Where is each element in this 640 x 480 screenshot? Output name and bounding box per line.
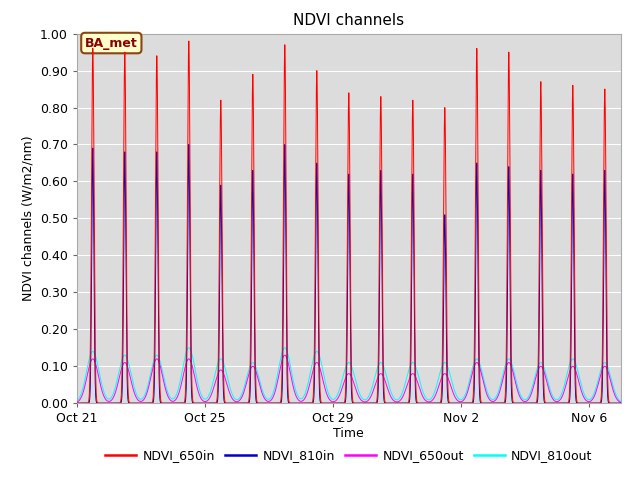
- NDVI_810out: [197, 391, 205, 396]
- NDVI_650in: [424, 400, 432, 406]
- NDVI_810in: [73, 400, 81, 406]
- NDVI_650out: [197, 395, 205, 401]
- NDVI_810in: [185, 142, 193, 147]
- NDVI_810out: [617, 399, 625, 405]
- NDVI_810out: [73, 398, 81, 404]
- NDVI_810in: [197, 400, 205, 406]
- NDVI_810in: [127, 400, 134, 406]
- Y-axis label: NDVI channels (W/m2/nm): NDVI channels (W/m2/nm): [21, 135, 34, 301]
- NDVI_810in: [617, 400, 625, 406]
- NDVI_650in: [617, 400, 625, 406]
- NDVI_650in: [185, 38, 193, 44]
- NDVI_650in: [73, 400, 81, 406]
- NDVI_650out: [281, 352, 289, 358]
- NDVI_810in: [520, 400, 527, 406]
- Legend: NDVI_650in, NDVI_810in, NDVI_650out, NDVI_810out: NDVI_650in, NDVI_810in, NDVI_650out, NDV…: [100, 444, 598, 467]
- NDVI_650out: [528, 389, 536, 395]
- NDVI_810out: [424, 397, 432, 403]
- NDVI_810out: [528, 385, 536, 391]
- NDVI_810out: [152, 353, 160, 359]
- NDVI_810in: [152, 212, 160, 217]
- NDVI_650out: [617, 399, 625, 405]
- NDVI_810in: [528, 400, 536, 406]
- NDVI_810out: [185, 345, 193, 350]
- Title: NDVI channels: NDVI channels: [293, 13, 404, 28]
- NDVI_650out: [152, 357, 160, 362]
- NDVI_650in: [520, 400, 527, 406]
- Line: NDVI_650out: NDVI_650out: [77, 355, 621, 402]
- NDVI_650out: [424, 399, 432, 405]
- NDVI_650in: [152, 118, 160, 123]
- NDVI_650out: [127, 374, 134, 380]
- X-axis label: Time: Time: [333, 427, 364, 440]
- NDVI_650in: [197, 400, 205, 406]
- NDVI_650out: [520, 398, 527, 404]
- Text: BA_met: BA_met: [85, 36, 138, 49]
- Line: NDVI_650in: NDVI_650in: [77, 41, 621, 403]
- Line: NDVI_810in: NDVI_810in: [77, 144, 621, 403]
- NDVI_650in: [528, 400, 536, 406]
- NDVI_810out: [127, 367, 134, 373]
- Line: NDVI_810out: NDVI_810out: [77, 348, 621, 402]
- NDVI_650out: [73, 399, 81, 405]
- NDVI_650in: [127, 400, 134, 406]
- NDVI_810in: [424, 400, 432, 406]
- NDVI_810out: [520, 396, 527, 402]
